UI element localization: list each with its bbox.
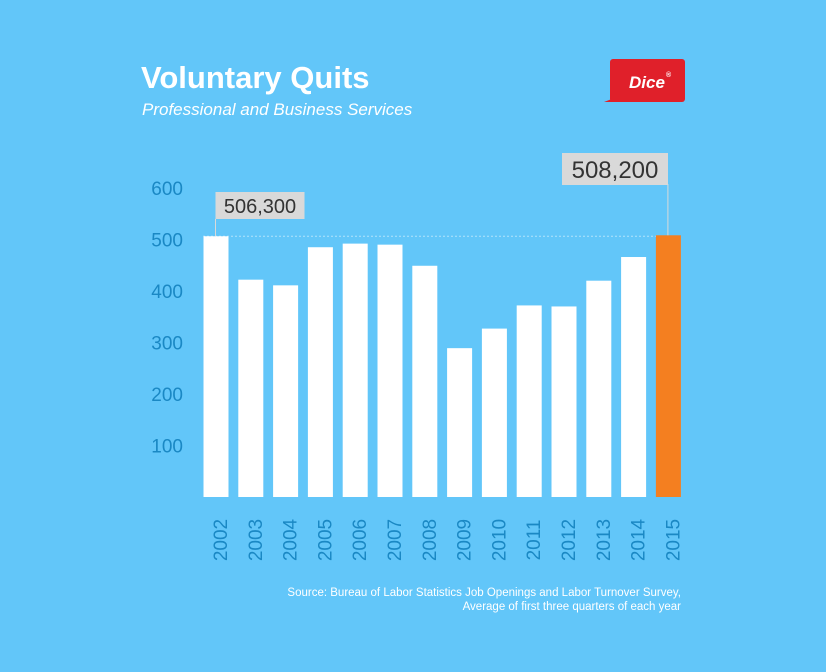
x-tick-label: 2008: [420, 519, 441, 561]
bar-2005: [307, 247, 333, 497]
bar-2003: [238, 279, 264, 497]
callout-label-2002: 506,300: [224, 196, 296, 218]
callout-box-2015: [562, 153, 668, 185]
bar-2011: [516, 305, 542, 497]
x-tick-label: 2006: [350, 519, 371, 561]
y-tick-label: 300: [151, 334, 183, 355]
bar-2012: [551, 306, 577, 497]
dice-logo: Dice ®: [604, 59, 685, 102]
bar-2009: [447, 348, 473, 497]
x-tick-label: 2015: [663, 519, 684, 561]
chart-title: Voluntary Quits: [141, 60, 370, 95]
y-tick-label: 200: [151, 385, 183, 406]
chart-subtitle: Professional and Business Services: [142, 100, 413, 119]
callouts: 506,300 508,200: [215, 153, 669, 237]
source-line-2: Average of first three quarters of each …: [463, 601, 682, 613]
x-tick-label: 2010: [489, 519, 510, 561]
dice-logo-tail: [604, 95, 622, 102]
bar-2004: [273, 285, 299, 497]
dice-logo-text: Dice: [629, 73, 665, 92]
dice-logo-mark: ®: [666, 71, 672, 79]
x-tick-label: 2012: [559, 519, 580, 561]
callout-label-2015: 508,200: [572, 157, 659, 184]
y-tick-label: 100: [151, 437, 183, 458]
dice-logo-box: [610, 59, 685, 102]
bar-2013: [586, 280, 612, 497]
bar-2006: [342, 243, 368, 497]
x-tick-label: 2007: [385, 519, 406, 561]
y-tick-label: 600: [151, 179, 183, 200]
x-tick-label: 2004: [281, 518, 302, 561]
x-tick-label: 2013: [594, 519, 615, 561]
y-tick-label: 500: [151, 231, 183, 252]
bar-2002: [203, 236, 229, 497]
x-tick-label: 2003: [246, 519, 267, 561]
y-tick-label: 400: [151, 282, 183, 303]
bar-2015: [655, 235, 681, 498]
bar-2007: [377, 244, 403, 497]
x-tick-label: 2005: [315, 519, 336, 561]
bar-2008: [412, 265, 438, 497]
source-line-1: Source: Bureau of Labor Statistics Job O…: [287, 587, 681, 599]
x-tick-label: 2011: [524, 520, 545, 561]
callout-box-2002: [215, 192, 305, 219]
bar-2014: [621, 257, 647, 497]
bar-2010: [481, 328, 507, 497]
x-tick-label: 2014: [629, 518, 650, 561]
x-tick-label: 2002: [211, 519, 232, 561]
bars: [203, 235, 681, 498]
x-tick-label: 2009: [455, 519, 476, 561]
y-axis: 100 200 300 400 500 600: [151, 179, 183, 458]
x-axis: 2002 2003 2004 2005 2006 2007 2008 2009 2010 2011…: [211, 518, 684, 561]
